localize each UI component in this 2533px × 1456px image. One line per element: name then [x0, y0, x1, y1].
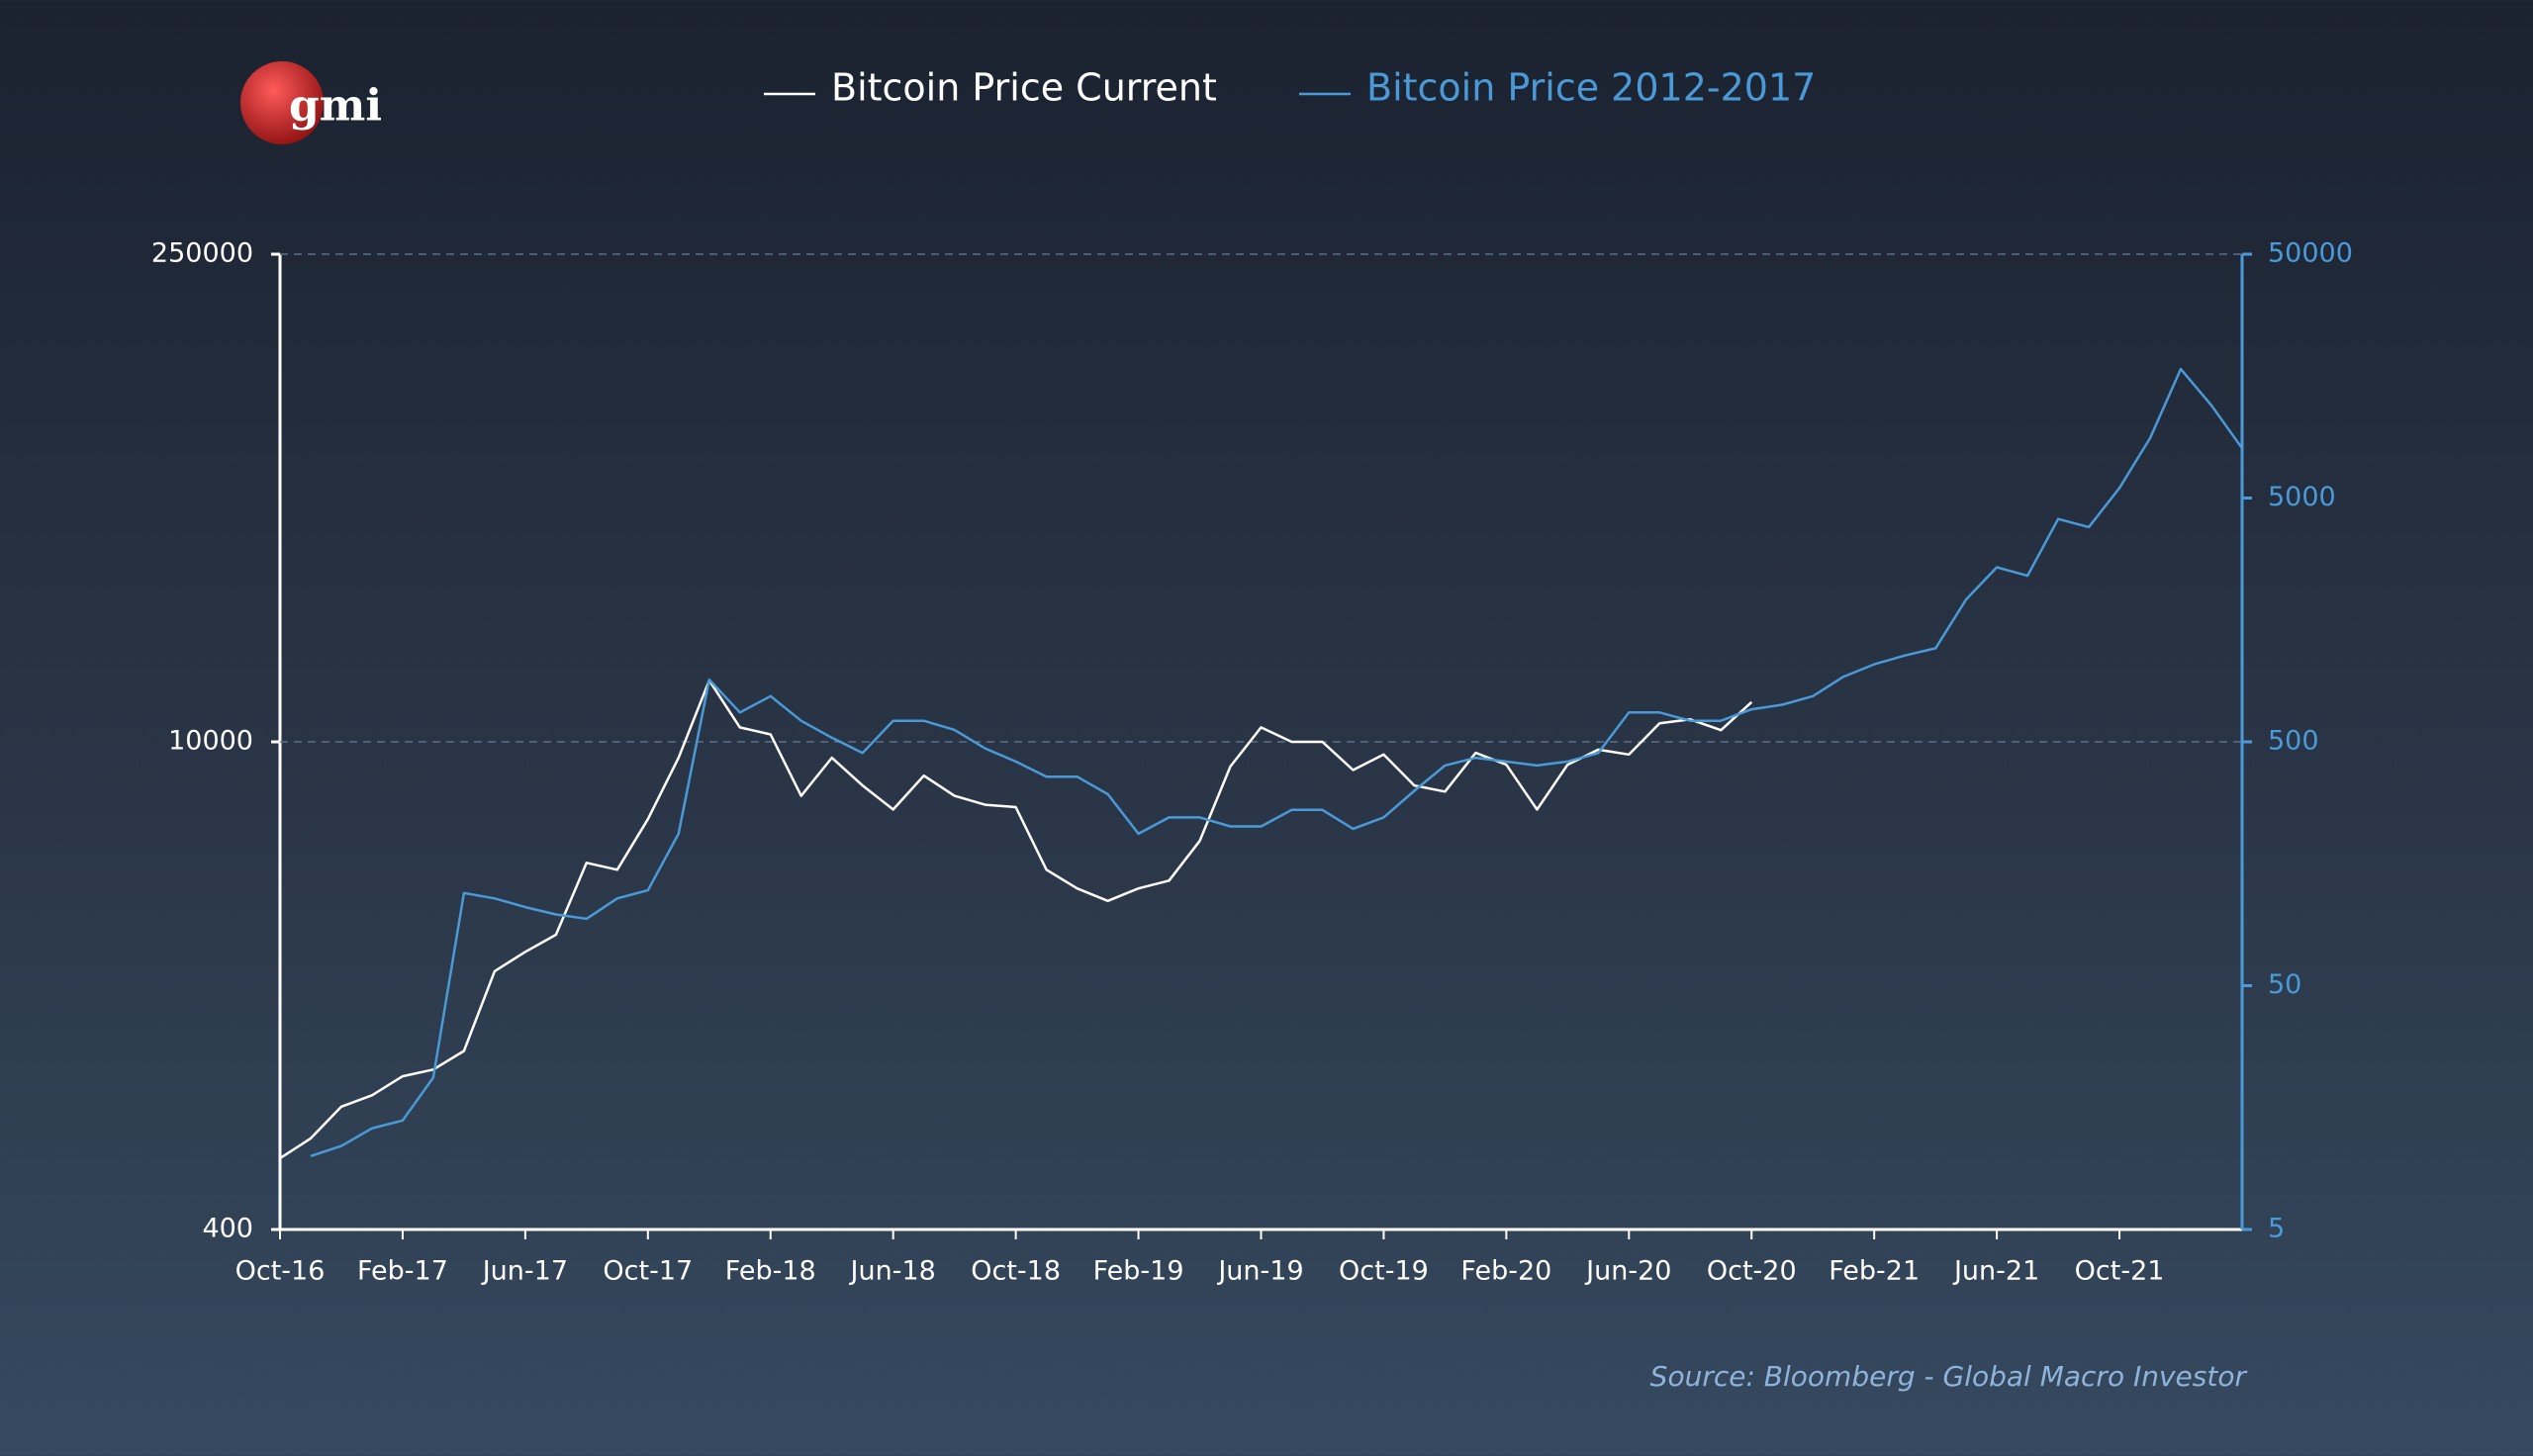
- x-tick-label: Oct-18: [971, 1256, 1061, 1287]
- x-tick-label: Oct-21: [2075, 1256, 2165, 1287]
- y2-tick-label: 50: [2268, 969, 2301, 1000]
- x-tick-label: Feb-21: [1829, 1256, 1920, 1287]
- x-tick-label: Feb-20: [1460, 1256, 1551, 1287]
- x-tick-label: Jun-18: [849, 1256, 936, 1287]
- y2-tick-label: 5000: [2268, 482, 2336, 512]
- legend-label: Bitcoin Price 2012-2017: [1366, 66, 1816, 110]
- x-tick-label: Jun-17: [481, 1256, 568, 1287]
- y2-tick-label: 50000: [2268, 238, 2353, 269]
- x-tick-label: Jun-20: [1584, 1256, 1671, 1287]
- x-tick-label: Feb-17: [357, 1256, 448, 1287]
- x-tick-label: Jun-21: [1952, 1256, 2039, 1287]
- series-line: [310, 367, 2244, 1157]
- x-tick-label: Jun-19: [1216, 1256, 1303, 1287]
- x-tick-label: Oct-17: [603, 1256, 693, 1287]
- logo-text: gmi: [289, 81, 382, 132]
- x-tick-label: Oct-16: [235, 1256, 326, 1287]
- logo-globe: [240, 61, 324, 144]
- y2-tick-label: 500: [2268, 726, 2319, 757]
- x-tick-label: Oct-20: [1707, 1256, 1797, 1287]
- y-tick-label: 250000: [151, 238, 253, 269]
- x-tick-label: Oct-19: [1339, 1256, 1429, 1287]
- y2-tick-label: 5: [2268, 1214, 2285, 1244]
- y-tick-label: 10000: [168, 726, 253, 757]
- y-tick-label: 400: [202, 1214, 253, 1244]
- x-tick-label: Feb-19: [1093, 1256, 1184, 1287]
- series-line: [279, 679, 1753, 1160]
- legend-label: Bitcoin Price Current: [831, 66, 1217, 110]
- source-note: Source: Bloomberg - Global Macro Investo…: [1650, 1360, 2248, 1393]
- x-tick-label: Feb-18: [725, 1256, 816, 1287]
